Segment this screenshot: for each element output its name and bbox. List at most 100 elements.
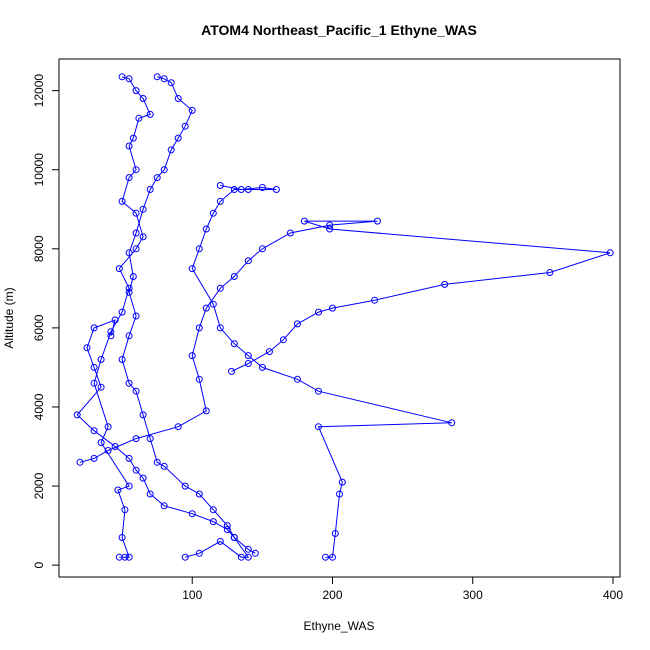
data-point: [326, 221, 334, 229]
data-point: [125, 249, 133, 257]
data-point: [230, 340, 238, 348]
data-point: [244, 257, 252, 265]
data-point: [160, 166, 168, 174]
data-point: [125, 174, 133, 182]
data-point: [230, 186, 238, 193]
data-point: [132, 387, 140, 395]
data-point: [125, 454, 133, 462]
data-point: [244, 553, 252, 561]
data-point: [181, 482, 189, 490]
data-point: [153, 458, 161, 466]
data-point: [209, 518, 217, 526]
data-point: [125, 75, 133, 83]
data-point: [373, 217, 381, 225]
data-point: [216, 284, 224, 292]
y-tick-label: 4000: [32, 393, 46, 420]
data-point: [315, 308, 322, 316]
data-point: [300, 217, 308, 225]
data-point: [322, 553, 329, 561]
data-point: [223, 526, 231, 533]
data-point: [167, 79, 175, 87]
y-tick-label: 12000: [32, 74, 46, 108]
x-tick-label: 400: [603, 588, 623, 602]
data-point: [111, 443, 119, 450]
data-point: [188, 106, 196, 114]
data-point: [293, 375, 301, 383]
data-point: [146, 110, 154, 118]
data-point: [244, 186, 252, 193]
y-tick-label: 8000: [32, 235, 46, 262]
data-point: [315, 423, 322, 431]
data-point: [336, 490, 343, 498]
data-point: [209, 506, 217, 514]
series-group: [73, 73, 614, 561]
data-point: [139, 205, 147, 213]
data-point: [272, 186, 280, 193]
data-point: [251, 549, 259, 557]
data-point: [129, 273, 137, 280]
data-point: [104, 447, 112, 454]
data-point: [441, 280, 449, 288]
data-point: [209, 209, 217, 217]
data-point: [174, 423, 182, 431]
x-tick-label: 300: [463, 588, 483, 602]
data-point: [118, 308, 126, 316]
data-point: [202, 407, 210, 415]
data-point: [181, 122, 189, 130]
y-axis: 0 2000 4000 6000 8000 10000 12000: [32, 74, 60, 568]
data-point: [139, 233, 147, 241]
data-point: [132, 166, 140, 174]
data-point: [160, 502, 168, 510]
data-point: [188, 352, 196, 360]
data-point: [121, 553, 129, 561]
data-point: [146, 186, 154, 193]
data-point: [329, 304, 336, 312]
data-point: [258, 184, 266, 191]
data-point: [132, 312, 140, 320]
data-point: [195, 549, 203, 557]
data-point: [244, 352, 252, 360]
data-point: [139, 474, 147, 482]
data-point: [202, 225, 210, 233]
data-point: [448, 419, 456, 427]
data-point: [146, 490, 154, 498]
data-point: [132, 466, 140, 474]
data-point: [174, 95, 182, 102]
profile-line-1: [121, 76, 250, 558]
data-point: [125, 142, 133, 150]
data-point: [606, 249, 614, 257]
data-point: [146, 435, 154, 443]
y-tick-label: 6000: [32, 314, 46, 341]
data-point: [286, 229, 294, 237]
data-point: [76, 458, 84, 466]
data-point: [216, 324, 224, 332]
data-point: [202, 304, 210, 312]
data-point: [258, 363, 266, 371]
x-axis-label: Ethyne_WAS: [304, 619, 375, 633]
data-point: [195, 324, 203, 332]
data-point: [121, 506, 129, 514]
data-point: [329, 553, 336, 561]
data-point: [160, 462, 168, 470]
data-point: [125, 332, 133, 340]
data-point: [216, 197, 224, 205]
data-point: [114, 486, 122, 494]
data-point: [132, 209, 140, 217]
data-point: [230, 273, 238, 280]
data-point: [174, 134, 182, 142]
data-point: [111, 316, 119, 324]
data-point: [118, 356, 126, 363]
data-point: [230, 534, 238, 541]
data-point: [90, 454, 98, 462]
data-point: [195, 490, 203, 498]
data-point: [237, 186, 245, 193]
profile-line-3: [79, 220, 611, 463]
data-point: [73, 411, 81, 419]
data-point: [125, 553, 133, 561]
y-tick-label: 10000: [32, 153, 46, 187]
x-axis: 100 200 300 400: [182, 576, 623, 602]
data-point: [118, 534, 126, 541]
data-point: [244, 545, 252, 553]
data-point: [125, 482, 133, 490]
